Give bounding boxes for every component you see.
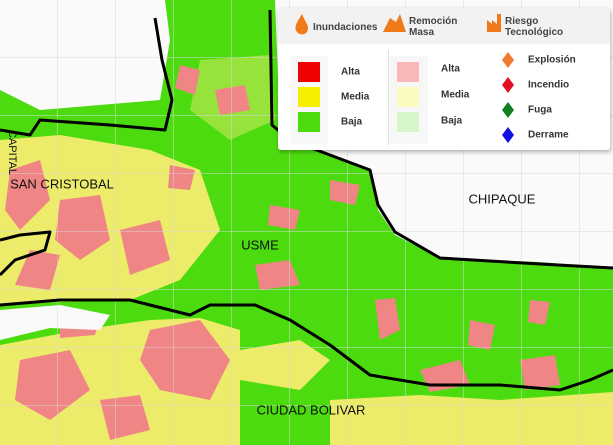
place-label: USME [241, 237, 279, 252]
legend-label: Alta [341, 67, 360, 78]
legend-label: Baja [341, 117, 363, 128]
mass-icon [383, 14, 406, 32]
tech-marker [502, 127, 514, 143]
place-label: CAPITAL [6, 130, 18, 175]
legend-label: Explosión [528, 55, 576, 66]
swatch [298, 62, 320, 82]
legend-heading-line: Inundaciones [313, 22, 378, 33]
legend-heading-line: Masa [409, 27, 434, 38]
swatch [298, 87, 320, 107]
legend-label: Incendio [528, 80, 569, 91]
swatch [298, 112, 320, 132]
legend-heading: Inundaciones [313, 22, 378, 33]
legend-heading: Remoción Masa [409, 16, 457, 38]
swatch [397, 62, 419, 82]
swatch [397, 87, 419, 107]
place-label: CHIPAQUE [469, 191, 536, 206]
legend-header [278, 8, 610, 44]
legend-label: Alta [441, 64, 460, 75]
legend-label: Derrame [528, 130, 569, 141]
flood-icon [295, 14, 308, 35]
place-label: SAN CRISTOBAL [10, 176, 114, 191]
tech-icon [487, 14, 501, 32]
swatch [397, 112, 419, 132]
legend-heading: Riesgo Tecnológico [505, 16, 563, 38]
place-label: CIUDAD BOLIVAR [257, 402, 366, 417]
legend-label: Fuga [528, 105, 552, 116]
legend-heading-line: Riesgo [505, 16, 538, 27]
legend-heading-line: Tecnológico [505, 27, 563, 38]
legend: Inundaciones Remoción Masa Riesgo Tecnológ… [278, 8, 610, 150]
legend-heading-line: Remoción [409, 16, 457, 27]
tech-marker [502, 77, 514, 93]
legend-label: Media [441, 90, 470, 101]
tech-marker [502, 102, 514, 118]
tech-marker [502, 52, 514, 68]
legend-label: Media [341, 92, 370, 103]
legend-label: Baja [441, 116, 463, 127]
